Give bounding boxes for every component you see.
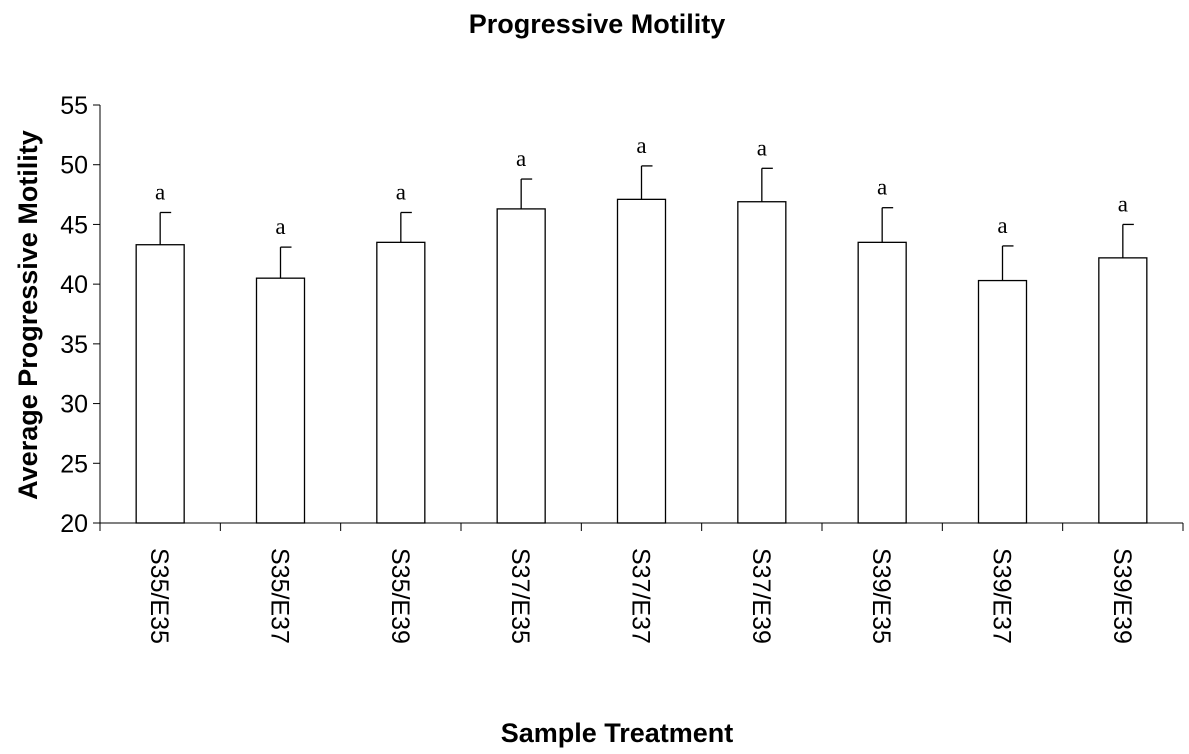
significance-label: a bbox=[516, 146, 526, 171]
plot-area: 20 25 30 35 40 45 50 55 a S35/E35 a S35/E37 a S35/E39… bbox=[60, 92, 1184, 644]
category-label: S35/E35 bbox=[145, 548, 173, 644]
bar bbox=[1098, 257, 1148, 524]
y-tick-label: 45 bbox=[60, 211, 88, 239]
category-label: S35/E37 bbox=[266, 548, 294, 644]
y-tick-label: 20 bbox=[60, 510, 88, 538]
category-label: S39/E39 bbox=[1108, 548, 1136, 644]
y-axis-title: Average Progressive Motility bbox=[13, 130, 43, 500]
y-tick-label: 25 bbox=[60, 450, 88, 478]
category-label: S37/E37 bbox=[627, 548, 655, 644]
bar bbox=[135, 244, 185, 524]
category-label: S37/E39 bbox=[747, 548, 775, 644]
y-tick-label: 55 bbox=[60, 92, 88, 120]
bar bbox=[857, 241, 907, 524]
bar bbox=[376, 241, 426, 524]
significance-label: a bbox=[275, 214, 285, 239]
chart-title: Progressive Motility bbox=[469, 9, 726, 39]
category-label: S35/E39 bbox=[386, 548, 414, 644]
significance-label: a bbox=[155, 179, 165, 204]
bar bbox=[977, 279, 1028, 524]
y-tick-label: 50 bbox=[60, 152, 88, 180]
category-label: S39/E37 bbox=[988, 548, 1016, 644]
significance-label: a bbox=[757, 135, 767, 160]
significance-label: a bbox=[396, 179, 406, 204]
category-label: S37/E35 bbox=[506, 548, 534, 644]
category-label: S39/E35 bbox=[867, 548, 895, 644]
bar bbox=[616, 198, 667, 524]
y-tick-label: 35 bbox=[60, 331, 88, 359]
x-axis-title: Sample Treatment bbox=[501, 718, 734, 748]
y-tick-label: 30 bbox=[60, 391, 88, 419]
significance-label: a bbox=[1118, 191, 1128, 216]
bar bbox=[255, 277, 306, 524]
significance-label: a bbox=[997, 213, 1007, 238]
y-tick-label: 40 bbox=[60, 271, 88, 299]
significance-label: a bbox=[877, 175, 887, 200]
bar bbox=[737, 201, 787, 524]
bar bbox=[496, 208, 546, 524]
significance-label: a bbox=[636, 133, 646, 158]
